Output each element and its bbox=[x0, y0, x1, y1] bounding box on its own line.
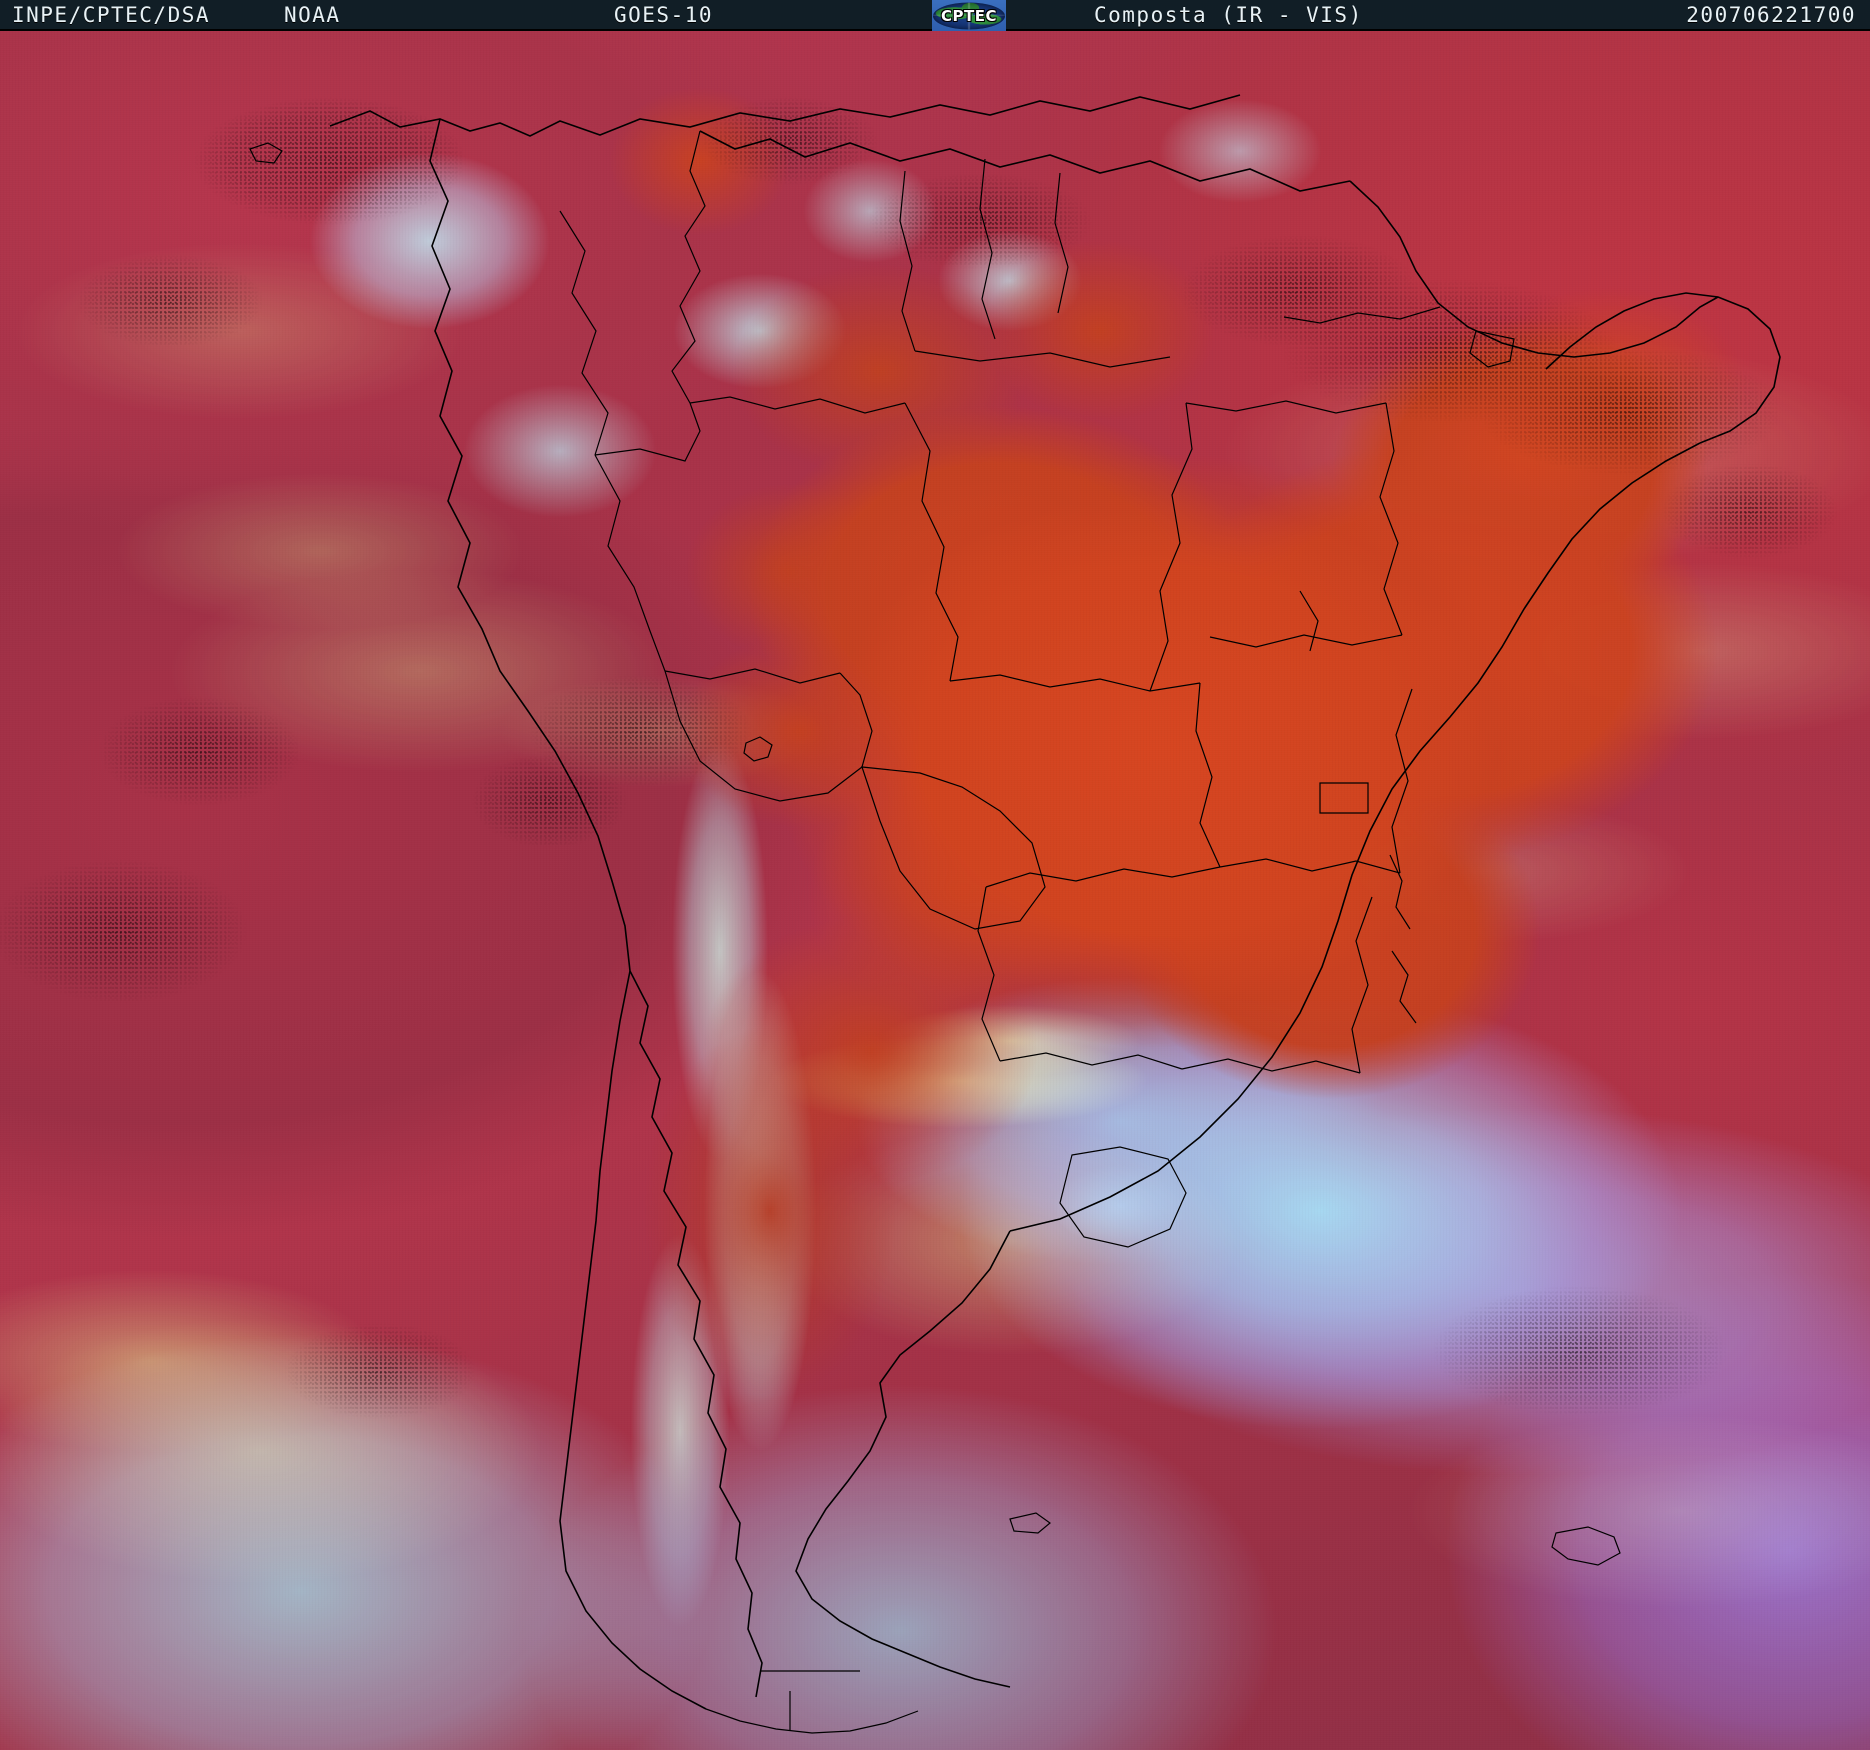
globe-icon bbox=[933, 2, 1005, 29]
product-label: Composta (IR - VIS) bbox=[1094, 3, 1363, 27]
cptec-logo-text: CPTEC bbox=[941, 6, 997, 25]
satellite-label: GOES-10 bbox=[614, 3, 714, 27]
agency-label: INPE/CPTEC/DSA bbox=[12, 3, 211, 27]
timestamp-label: 200706221700 bbox=[1686, 3, 1856, 27]
satellite-image-canvas bbox=[0, 31, 1870, 1750]
coastline-overlay bbox=[249, 94, 1781, 1734]
pixel-grain-layer bbox=[0, 31, 1870, 1750]
header-bar: INPE/CPTEC/DSA NOAA GOES-10 CPTEC Compos… bbox=[0, 0, 1870, 31]
cptec-logo: CPTEC bbox=[932, 0, 1006, 31]
operator-label: NOAA bbox=[284, 3, 341, 27]
speckle-noise-layer bbox=[0, 31, 1870, 1750]
graticule-icon bbox=[933, 2, 1005, 29]
